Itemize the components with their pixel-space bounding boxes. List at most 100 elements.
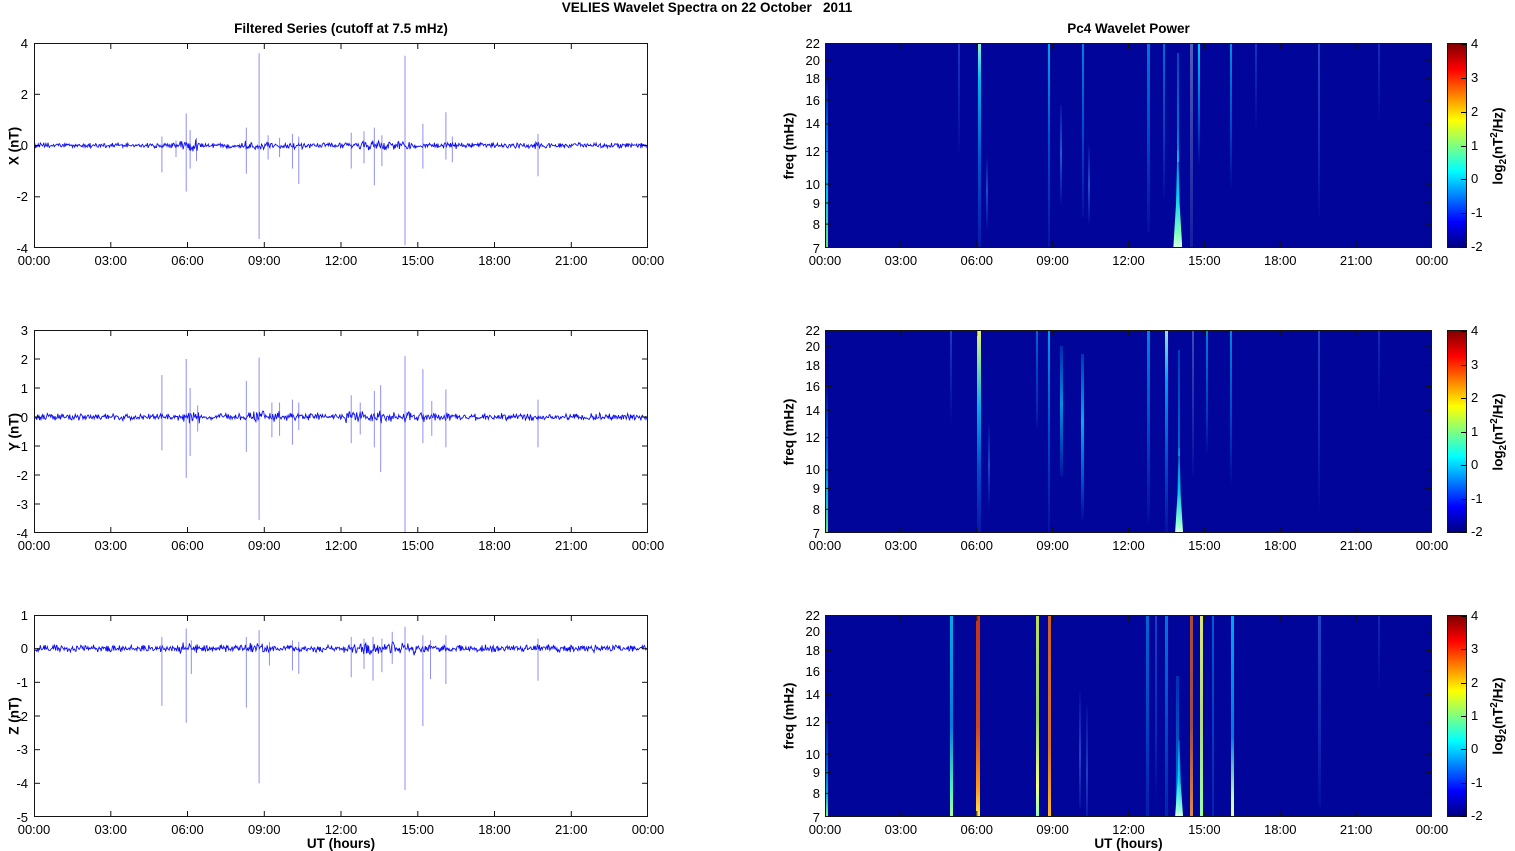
power-feature (1060, 104, 1063, 203)
y-tick-label: 22 (805, 322, 820, 338)
colorbar-tick-label: 3 (1471, 69, 1479, 85)
x-tick-label: 12:00 (1112, 253, 1145, 268)
y-tick-label: 0 (20, 138, 28, 153)
y-tick-label: 9 (812, 765, 820, 781)
power-feature (1318, 43, 1321, 224)
x-tick-label: 09:00 (1036, 538, 1069, 553)
x-tick-label: 06:00 (171, 822, 204, 837)
power-feature (1229, 330, 1233, 489)
power-feature (958, 43, 961, 156)
figure-title: VELIES Wavelet Spectra on 22 October 201… (561, 0, 853, 15)
power-feature (1205, 330, 1208, 456)
y-tick-label: 12 (805, 429, 820, 445)
colorbar-tick (1461, 44, 1466, 45)
y-tick-label: -5 (16, 809, 28, 825)
colorbar-tick (1461, 682, 1466, 684)
y-tick-label: -1 (16, 674, 28, 690)
power-feature (977, 43, 981, 248)
x-tick-label: 00:00 (1415, 822, 1449, 837)
y-tick-label: 22 (805, 35, 820, 51)
y-tick-label: -2 (16, 708, 28, 724)
power-feature (1085, 705, 1088, 817)
colorbar-tick-label: 4 (1471, 36, 1479, 51)
x-tick-label: 00:00 (631, 538, 665, 553)
colorbar-tick-label: 2 (1471, 103, 1479, 119)
x-tick-label: 06:00 (171, 538, 204, 553)
y-tick-label: -4 (16, 525, 28, 541)
y-tick-label: 8 (812, 216, 820, 232)
power-feature (977, 330, 981, 533)
x-tick-label: 09:00 (247, 538, 281, 553)
power-feature (1176, 53, 1179, 162)
x-tick-label: 18:00 (478, 822, 511, 837)
x-tick-label: 03:00 (94, 253, 128, 268)
y-tick-label: 20 (805, 624, 820, 640)
colorbar-tick (1461, 498, 1466, 500)
colorbar (1447, 330, 1467, 533)
y-tick-label: -2 (16, 189, 28, 205)
x-tick-label: 18:00 (1263, 253, 1297, 268)
x-tick-label: 18:00 (478, 253, 511, 268)
power-feature (1047, 330, 1051, 533)
colorbar-tick (1461, 145, 1466, 147)
y-tick-label: 12 (805, 144, 820, 159)
y-tick-label: 22 (805, 607, 820, 623)
y-tick-label: 14 (805, 402, 820, 418)
colorbar-tick-label: 1 (1471, 137, 1479, 153)
x-tick-label: 09:00 (247, 822, 281, 837)
y-tick-label: 14 (805, 687, 820, 703)
power-feature (950, 330, 953, 428)
y-tick-label: 7 (812, 525, 820, 541)
x-tick-label: 12:00 (324, 538, 358, 553)
x-tick-label: 00:00 (17, 538, 51, 553)
power-feature (1036, 615, 1040, 817)
power-feature (1255, 43, 1257, 136)
y-tick-label: 14 (805, 116, 820, 132)
power-feature (1060, 346, 1063, 477)
y-tick-label: 16 (805, 378, 820, 394)
x-tick-label: 15:00 (401, 253, 435, 268)
colorbar-tick (1461, 782, 1466, 784)
spectrogram-panel-y (825, 330, 1432, 533)
x-tick-label: 06:00 (171, 253, 204, 268)
x-tick-label: 09:00 (247, 253, 281, 268)
colorbar-tick (1461, 431, 1466, 433)
x-tick-label: 00:00 (631, 822, 665, 837)
y-tick-label: 20 (805, 52, 820, 68)
x-tick-label: 00:00 (808, 822, 842, 837)
colorbar-tick-label: -2 (1471, 239, 1483, 254)
x-tick-label: 21:00 (554, 253, 588, 268)
colorbar-tick-label: 1 (1471, 423, 1479, 439)
colorbar-tick-label: -2 (1471, 808, 1483, 823)
x-tick-label: 00:00 (631, 253, 665, 268)
x-tick-label: 12:00 (324, 253, 358, 268)
colorbar-tick (1461, 213, 1466, 215)
x-tick-label: 21:00 (1339, 253, 1373, 268)
colorbar-tick (1461, 649, 1466, 651)
power-feature (1036, 330, 1039, 432)
x-tick-label: 00:00 (808, 253, 842, 268)
power-feature (1081, 354, 1085, 523)
colorbar-tick-label: -2 (1471, 524, 1483, 539)
power-feature (976, 615, 980, 817)
power-feature (1190, 43, 1193, 248)
colorbar-tick (1461, 398, 1466, 399)
power-feature (1229, 43, 1233, 191)
power-feature (1047, 615, 1051, 817)
y-tick-label: 2 (20, 351, 28, 367)
y-tick-label: 1 (20, 380, 28, 396)
power-feature (1378, 615, 1380, 696)
x-tick-label: 15:00 (1188, 822, 1221, 837)
x-tick-label: 18:00 (1263, 538, 1297, 553)
x-tick-label: 03:00 (884, 822, 918, 837)
power-feature (825, 380, 829, 533)
y-tick-label: 4 (20, 35, 28, 51)
colorbar-tick (1461, 331, 1466, 332)
y-axis-label: Y (nT) (6, 412, 22, 451)
y-axis-label: freq (mHz) (781, 682, 797, 750)
spectrogram-panel-x (825, 43, 1432, 248)
power-feature (985, 155, 988, 232)
power-feature (950, 615, 954, 817)
power-feature (988, 421, 991, 509)
